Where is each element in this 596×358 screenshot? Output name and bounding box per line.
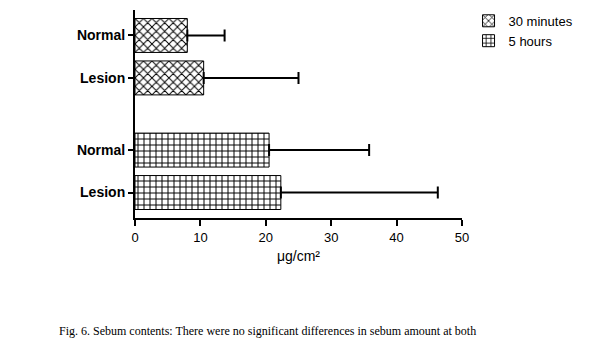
svg-text:30: 30	[324, 230, 338, 245]
svg-text:10: 10	[193, 230, 207, 245]
svg-text:Normal: Normal	[77, 142, 125, 158]
svg-text:Fig. 6. Sebum contents: There: Fig. 6. Sebum contents: There were no si…	[59, 324, 476, 338]
svg-text:Lesion: Lesion	[80, 70, 125, 86]
svg-text:5 hours: 5 hours	[509, 34, 553, 49]
svg-text:Lesion: Lesion	[80, 184, 125, 200]
svg-text:Normal: Normal	[77, 27, 125, 43]
svg-text:50: 50	[455, 230, 469, 245]
svg-text:40: 40	[389, 230, 403, 245]
svg-text:20: 20	[259, 230, 273, 245]
svg-text:30 minutes: 30 minutes	[509, 14, 573, 29]
svg-text:μg/cm²: μg/cm²	[277, 248, 320, 264]
svg-text:0: 0	[131, 230, 138, 245]
